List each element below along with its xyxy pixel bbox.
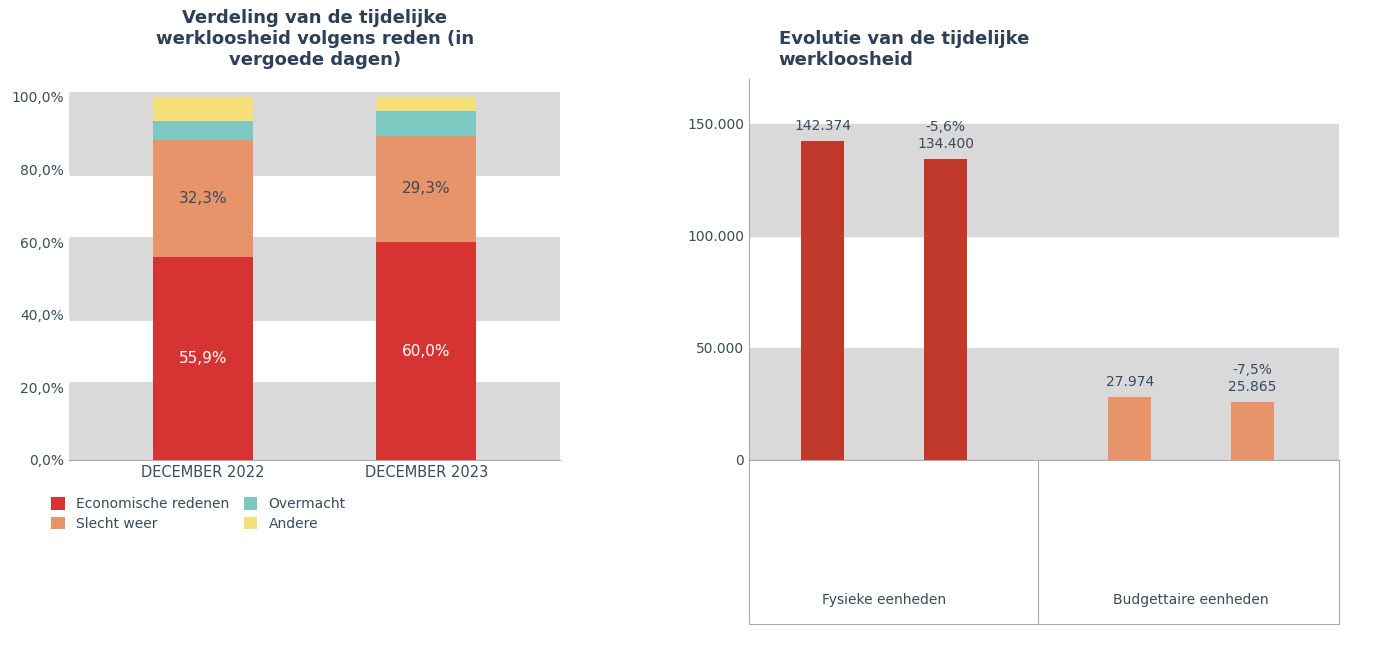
Bar bbox=[802, 141, 845, 460]
Bar bbox=[153, 97, 253, 121]
Text: 60,0%: 60,0% bbox=[402, 344, 450, 359]
Bar bbox=[1231, 402, 1274, 460]
Text: Evolutie van de tijdelijke
werkloosheid: Evolutie van de tijdelijke werkloosheid bbox=[778, 30, 1029, 69]
Text: 142.374: 142.374 bbox=[795, 119, 851, 133]
Bar bbox=[749, 124, 1339, 236]
Bar bbox=[69, 388, 560, 460]
Bar bbox=[375, 97, 476, 111]
Bar bbox=[153, 140, 253, 257]
Bar bbox=[153, 257, 253, 460]
Bar bbox=[153, 121, 253, 140]
Bar bbox=[69, 97, 560, 170]
Text: 55,9%: 55,9% bbox=[178, 351, 228, 366]
Text: 27.974: 27.974 bbox=[1105, 375, 1154, 390]
Legend: Economische redenen, Slecht weer, Overmacht, Andere: Economische redenen, Slecht weer, Overma… bbox=[51, 497, 345, 531]
Bar bbox=[375, 111, 476, 136]
Text: Fysieke eenheden: Fysieke eenheden bbox=[822, 593, 947, 606]
Text: 29,3%: 29,3% bbox=[402, 181, 450, 196]
Text: -7,5%: -7,5% bbox=[1232, 363, 1272, 377]
Bar bbox=[375, 242, 476, 460]
Text: -5,6%: -5,6% bbox=[926, 120, 966, 134]
Bar bbox=[749, 348, 1339, 460]
Bar bbox=[375, 136, 476, 242]
Text: 134.400: 134.400 bbox=[918, 137, 974, 151]
Text: Budgettaire eenheden: Budgettaire eenheden bbox=[1114, 593, 1270, 606]
Bar bbox=[69, 242, 560, 315]
Bar bbox=[1108, 397, 1151, 460]
Bar bbox=[925, 158, 967, 460]
Text: 32,3%: 32,3% bbox=[178, 191, 228, 206]
Text: 25.865: 25.865 bbox=[1228, 380, 1276, 394]
Title: Verdeling van de tijdelijke
werkloosheid volgens reden (in
vergoede dagen): Verdeling van de tijdelijke werkloosheid… bbox=[156, 9, 473, 69]
